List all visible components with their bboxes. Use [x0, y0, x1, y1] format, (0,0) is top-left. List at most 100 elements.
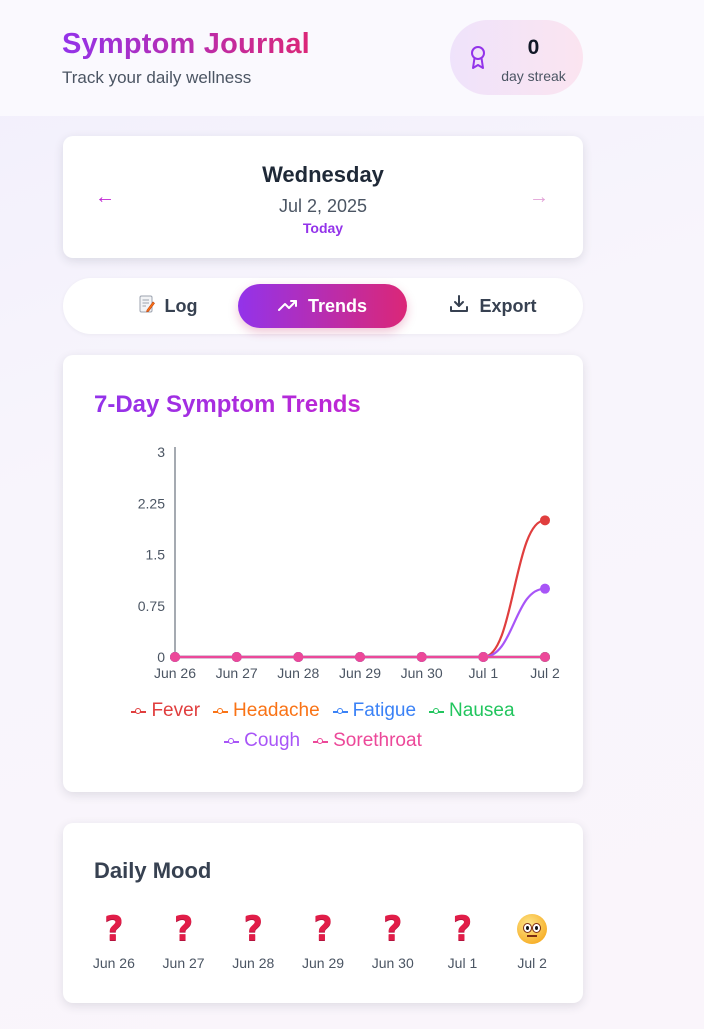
- memo-icon: [139, 295, 155, 318]
- neutral-face-icon: [517, 914, 548, 944]
- legend-marker: [332, 707, 348, 715]
- mood-emoji: ?: [428, 911, 498, 947]
- mood-day[interactable]: ? Jun 30: [358, 911, 428, 971]
- mood-emoji: ?: [149, 911, 219, 947]
- x-tick-label: Jun 28: [277, 665, 319, 681]
- streak-badge: 0 day streak: [450, 20, 583, 95]
- date-navigator: ← Wednesday Jul 2, 2025 Today →: [63, 136, 583, 258]
- trends-title: 7-Day Symptom Trends: [94, 391, 361, 418]
- download-icon: [449, 294, 469, 319]
- trends-card: 7-Day Symptom Trends 3 2.25 1.5 0.75 0 Jun 26…: [63, 355, 583, 792]
- data-point-sorethroat: [478, 652, 489, 662]
- mood-day[interactable]: ? Jun 26: [79, 911, 149, 971]
- x-tick-label: Jun 30: [401, 665, 443, 681]
- next-day-button[interactable]: →: [529, 186, 549, 208]
- legend-marker: [131, 707, 147, 715]
- mood-date: Jun 30: [371, 955, 414, 971]
- mood-emoji: ?: [358, 911, 428, 947]
- mood-day[interactable]: ? Jun 27: [149, 911, 219, 971]
- x-tick-label: Jul 1: [469, 665, 499, 681]
- tab-log-label: Log: [164, 295, 198, 316]
- mood-date: Jun 26: [92, 955, 135, 971]
- mood-emoji: ?: [79, 911, 149, 947]
- legend-label: Headache: [233, 700, 320, 721]
- legend-item-fever[interactable]: Fever: [131, 700, 200, 722]
- mood-emoji: ?: [288, 911, 358, 947]
- mood-day[interactable]: ? Jun 28: [218, 911, 288, 971]
- legend-marker: [313, 737, 329, 745]
- question-mark-icon: ?: [243, 909, 264, 949]
- tab-trends[interactable]: Trends: [238, 284, 407, 328]
- mood-date: Jun 28: [232, 955, 275, 971]
- data-point-fever: [540, 515, 550, 526]
- legend-item-nausea[interactable]: Nausea: [429, 700, 515, 722]
- question-mark-icon: ?: [103, 909, 124, 949]
- y-tick-label: 3: [157, 444, 165, 460]
- question-mark-icon: ?: [313, 909, 333, 949]
- app-title: Symptom Journal: [62, 28, 310, 60]
- mood-emoji: ?: [218, 911, 288, 947]
- question-mark-icon: ?: [452, 909, 473, 949]
- mood-date: Jun 27: [162, 955, 205, 971]
- y-tick-label: 1.5: [146, 547, 166, 563]
- legend-item-sorethroat[interactable]: Sorethroat: [313, 730, 422, 752]
- weekday-label: Wednesday: [262, 162, 384, 187]
- mood-day[interactable]: ? Jul 1: [428, 911, 498, 971]
- mood-day[interactable]: Jul 2: [497, 911, 567, 971]
- x-tick-label: Jun 27: [216, 665, 258, 681]
- award-icon: [468, 44, 488, 75]
- legend-item-cough[interactable]: Cough: [224, 730, 300, 752]
- streak-count: 0: [527, 36, 540, 59]
- x-tick-label: Jun 29: [339, 665, 381, 681]
- data-point-sorethroat: [416, 652, 427, 662]
- mood-date: Jul 2: [517, 955, 547, 971]
- today-badge: Today: [302, 220, 344, 236]
- mood-title: Daily Mood: [94, 858, 212, 883]
- data-point-sorethroat: [293, 652, 304, 662]
- mood-date: Jun 29: [301, 955, 345, 971]
- chart-legend-row-1: Fever Headache Fatigue Nausea: [63, 700, 583, 722]
- x-tick-label: Jun 26: [154, 665, 196, 681]
- y-tick-label: 0: [157, 649, 165, 665]
- data-point-sorethroat: [540, 652, 550, 662]
- tab-log[interactable]: Log: [103, 284, 233, 328]
- tab-export[interactable]: Export: [433, 284, 553, 328]
- mood-emoji: [497, 911, 567, 947]
- daily-mood-card: Daily Mood ? Jun 26? Jun 27? Jun 28? Jun 29?…: [63, 823, 583, 1003]
- view-tabs: Log Trends Export: [63, 278, 583, 334]
- app-header: Symptom Journal Track your daily wellnes…: [0, 0, 704, 116]
- tab-export-label: Export: [479, 295, 537, 316]
- previous-day-button[interactable]: ←: [95, 186, 115, 208]
- legend-marker: [224, 737, 240, 745]
- legend-marker: [429, 707, 445, 715]
- series-line-cough: [175, 587, 546, 659]
- trending-up-icon: [277, 296, 298, 317]
- streak-label: day streak: [501, 68, 566, 84]
- series-line-fever: [175, 519, 546, 659]
- legend-item-fatigue[interactable]: Fatigue: [332, 700, 417, 722]
- data-point-sorethroat: [231, 652, 242, 662]
- y-tick-label: 2.25: [138, 495, 165, 511]
- mood-date: Jul 1: [447, 955, 478, 971]
- x-tick-label: Jul 2: [530, 665, 560, 681]
- mood-row: ? Jun 26? Jun 27? Jun 28? Jun 29? Jun 30? Jul …: [79, 911, 567, 971]
- legend-label: Cough: [244, 730, 301, 751]
- question-mark-icon: ?: [173, 909, 194, 949]
- legend-marker: [213, 707, 229, 715]
- date-label: Jul 2, 2025: [278, 196, 368, 216]
- legend-label: Fever: [151, 700, 201, 721]
- legend-item-headache[interactable]: Headache: [213, 700, 320, 722]
- chart-legend-row-2: Cough Sorethroat: [63, 730, 583, 752]
- data-point-cough: [540, 583, 550, 594]
- y-tick-label: 0.75: [138, 598, 165, 614]
- data-point-sorethroat: [170, 652, 180, 662]
- mood-day[interactable]: ? Jun 29: [288, 911, 358, 971]
- legend-label: Fatigue: [352, 700, 417, 721]
- legend-label: Nausea: [449, 700, 515, 721]
- legend-label: Sorethroat: [333, 730, 422, 751]
- tab-trends-label: Trends: [307, 295, 368, 316]
- data-point-sorethroat: [355, 652, 365, 662]
- app-subtitle: Track your daily wellness: [62, 68, 252, 87]
- question-mark-icon: ?: [382, 909, 403, 949]
